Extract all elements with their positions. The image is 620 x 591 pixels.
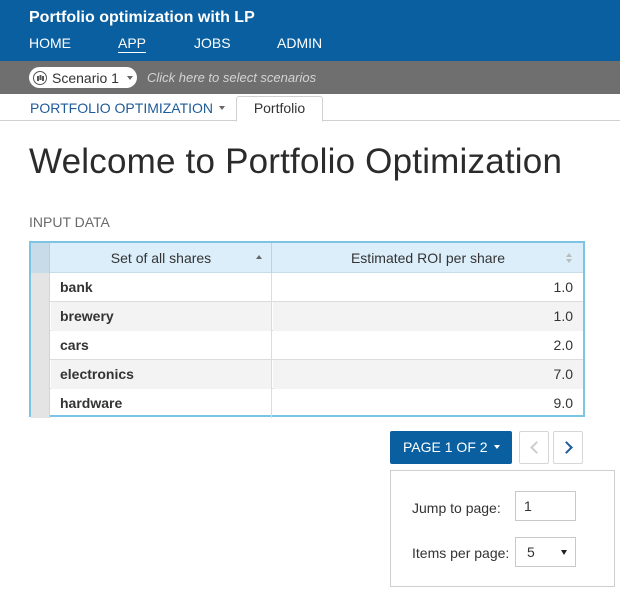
select-scenarios-link[interactable]: Click here to select scenarios — [147, 70, 317, 85]
chevron-down-icon — [127, 76, 133, 80]
pagination-panel: Jump to page: Items per page: 5 — [390, 470, 615, 587]
row-selector[interactable] — [31, 360, 50, 389]
jump-to-page-label: Jump to page: — [412, 500, 501, 516]
sort-icon — [566, 253, 573, 263]
items-per-page-value: 5 — [527, 544, 535, 560]
cell-share-name[interactable]: electronics — [51, 360, 272, 389]
chevron-right-icon — [559, 441, 573, 454]
page-title: Welcome to Portfolio Optimization — [29, 142, 563, 181]
row-selector[interactable] — [31, 273, 50, 302]
nav-home[interactable]: HOME — [29, 35, 71, 51]
section-label: INPUT DATA — [29, 214, 110, 230]
chevron-down-icon — [493, 445, 500, 450]
chevron-down-icon — [561, 550, 567, 555]
input-data-table: Set of all shares Estimated ROI per shar… — [29, 241, 585, 418]
scenario-selector[interactable]: Scenario 1 — [29, 67, 137, 88]
tab-portfolio-optimization-dropdown[interactable]: PORTFOLIO OPTIMIZATION — [30, 100, 226, 116]
table-row[interactable]: electronics 7.0 — [31, 360, 583, 389]
row-selector[interactable] — [31, 302, 50, 331]
row-selector[interactable] — [31, 331, 50, 360]
scenario-chart-icon — [33, 70, 47, 85]
table-row[interactable]: hardware 9.0 — [31, 389, 583, 418]
top-header: Portfolio optimization with LP HOME APP … — [0, 0, 620, 61]
row-selector-header[interactable] — [31, 243, 50, 273]
page-indicator: PAGE 1 OF 2 — [403, 439, 488, 455]
jump-to-page-input[interactable] — [515, 491, 576, 521]
column-header-shares[interactable]: Set of all shares — [51, 243, 272, 273]
cell-roi[interactable]: 1.0 — [553, 279, 573, 295]
page-selector-button[interactable]: PAGE 1 OF 2 — [390, 431, 512, 464]
cell-share-name[interactable]: brewery — [51, 302, 272, 331]
cell-roi[interactable]: 9.0 — [553, 395, 573, 411]
chevron-down-icon — [219, 106, 226, 111]
nav-app[interactable]: APP — [118, 35, 147, 53]
table-header: Set of all shares Estimated ROI per shar… — [31, 243, 583, 273]
cell-share-name[interactable]: bank — [51, 273, 272, 302]
cell-share-name[interactable]: hardware — [51, 389, 272, 418]
scenario-name: Scenario 1 — [52, 69, 119, 86]
table-row[interactable]: cars 2.0 — [31, 331, 583, 360]
cell-roi[interactable]: 1.0 — [273, 302, 583, 331]
previous-page-button[interactable] — [519, 431, 549, 464]
cell-share-name[interactable]: cars — [51, 331, 272, 360]
tab-dropdown-label: PORTFOLIO OPTIMIZATION — [30, 100, 214, 116]
app-title: Portfolio optimization with LP — [29, 9, 255, 26]
cell-roi[interactable]: 2.0 — [553, 337, 573, 353]
sort-ascending-icon — [256, 255, 262, 259]
table-row[interactable]: bank 1.0 — [31, 273, 583, 302]
nav-jobs[interactable]: JOBS — [194, 35, 231, 51]
items-per-page-select[interactable]: 5 — [515, 537, 576, 567]
scenario-bar: Scenario 1 Click here to select scenario… — [0, 61, 620, 94]
nav-admin[interactable]: ADMIN — [277, 35, 323, 51]
column-header-roi[interactable]: Estimated ROI per share — [273, 243, 583, 273]
items-per-page-label: Items per page: — [412, 545, 510, 561]
chevron-left-icon — [529, 441, 543, 454]
tab-portfolio[interactable]: Portfolio — [236, 96, 323, 122]
cell-roi[interactable]: 7.0 — [273, 360, 583, 389]
row-selector[interactable] — [31, 389, 50, 418]
tab-bar: PORTFOLIO OPTIMIZATION Portfolio — [0, 94, 620, 122]
next-page-button[interactable] — [553, 431, 583, 464]
table-row[interactable]: brewery 1.0 — [31, 302, 583, 331]
